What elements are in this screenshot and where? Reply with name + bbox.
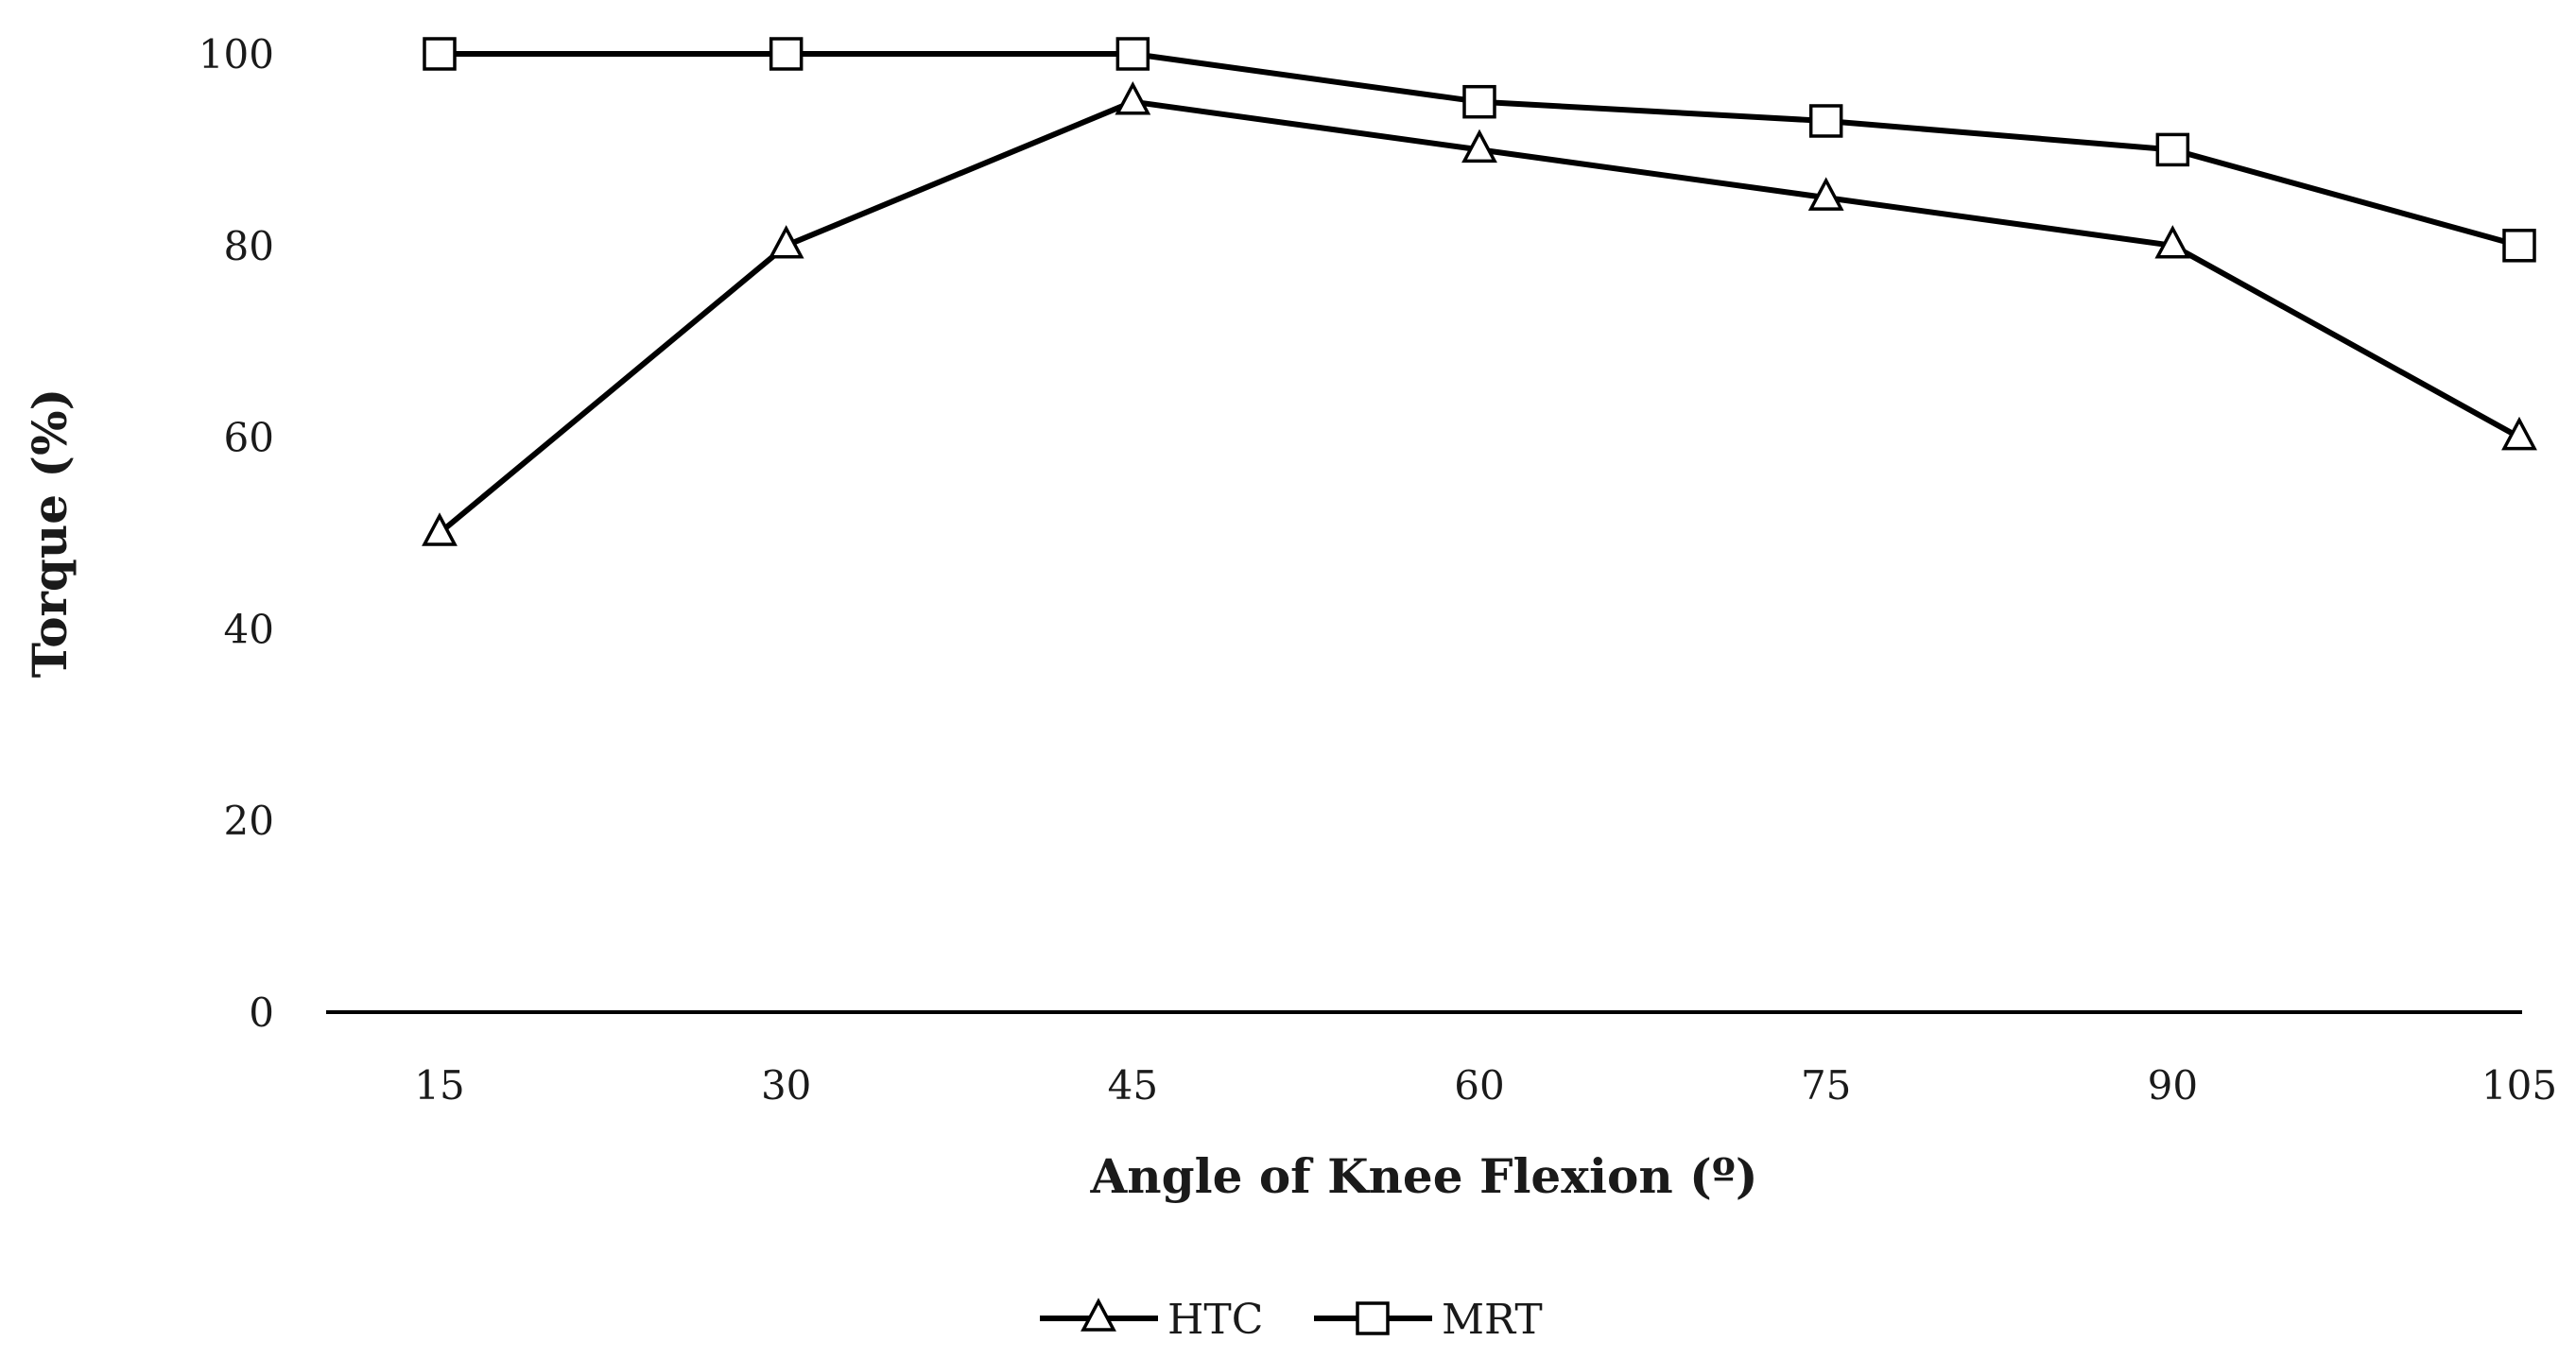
x-tick-label: 30	[761, 1062, 811, 1109]
x-tick-label: 75	[1801, 1062, 1851, 1109]
htc-point	[1115, 80, 1151, 115]
y-tick-label: 60	[224, 415, 274, 461]
x-tick-label: 105	[2481, 1062, 2557, 1109]
htc-point	[1461, 129, 1497, 163]
legend-label-mrt: MRT	[1442, 1296, 1543, 1344]
htc-point	[422, 512, 458, 546]
mrt-point	[2502, 229, 2536, 263]
y-tick-label: 100	[199, 31, 274, 77]
htc-line	[438, 98, 2521, 536]
series-layer	[422, 37, 2537, 546]
mrt-point	[1462, 84, 1496, 119]
legend-marker-mrt	[1356, 1301, 1390, 1335]
legend-marker-htc	[1081, 1298, 1116, 1332]
y-tick-label: 20	[224, 798, 274, 844]
legend: HTC MRT	[1040, 1296, 1543, 1344]
htc-point	[2501, 416, 2537, 451]
mrt-series	[423, 37, 2536, 263]
htc-point	[2154, 225, 2191, 259]
htc-point	[768, 225, 804, 259]
y-tick-label: 40	[224, 606, 274, 652]
y-axis-ticks: 0 20 40 60 80 100	[199, 31, 274, 1036]
x-tick-label: 60	[1454, 1062, 1504, 1109]
mrt-point	[423, 37, 457, 71]
y-tick-label: 0	[249, 989, 274, 1036]
x-tick-label: 90	[2148, 1062, 2198, 1109]
htc-point	[1807, 177, 1844, 211]
mrt-point	[1115, 37, 1150, 71]
x-tick-label: 15	[414, 1062, 464, 1109]
mrt-point	[769, 37, 804, 71]
x-tick-label: 45	[1108, 1062, 1158, 1109]
x-axis-title: Angle of Knee Flexion (º)	[1090, 1148, 1758, 1204]
y-axis-title: Torque (%)	[22, 388, 78, 679]
x-axis-ticks: 15 30 45 60 75 90 105	[414, 1062, 2557, 1109]
legend-item-mrt: MRT	[1314, 1296, 1543, 1344]
legend-item-htc: HTC	[1040, 1296, 1263, 1344]
legend-label-htc: HTC	[1167, 1296, 1263, 1344]
y-tick-label: 80	[224, 223, 274, 269]
htc-series	[422, 80, 2537, 546]
mrt-point	[2155, 132, 2190, 167]
mrt-point	[1808, 104, 1843, 138]
